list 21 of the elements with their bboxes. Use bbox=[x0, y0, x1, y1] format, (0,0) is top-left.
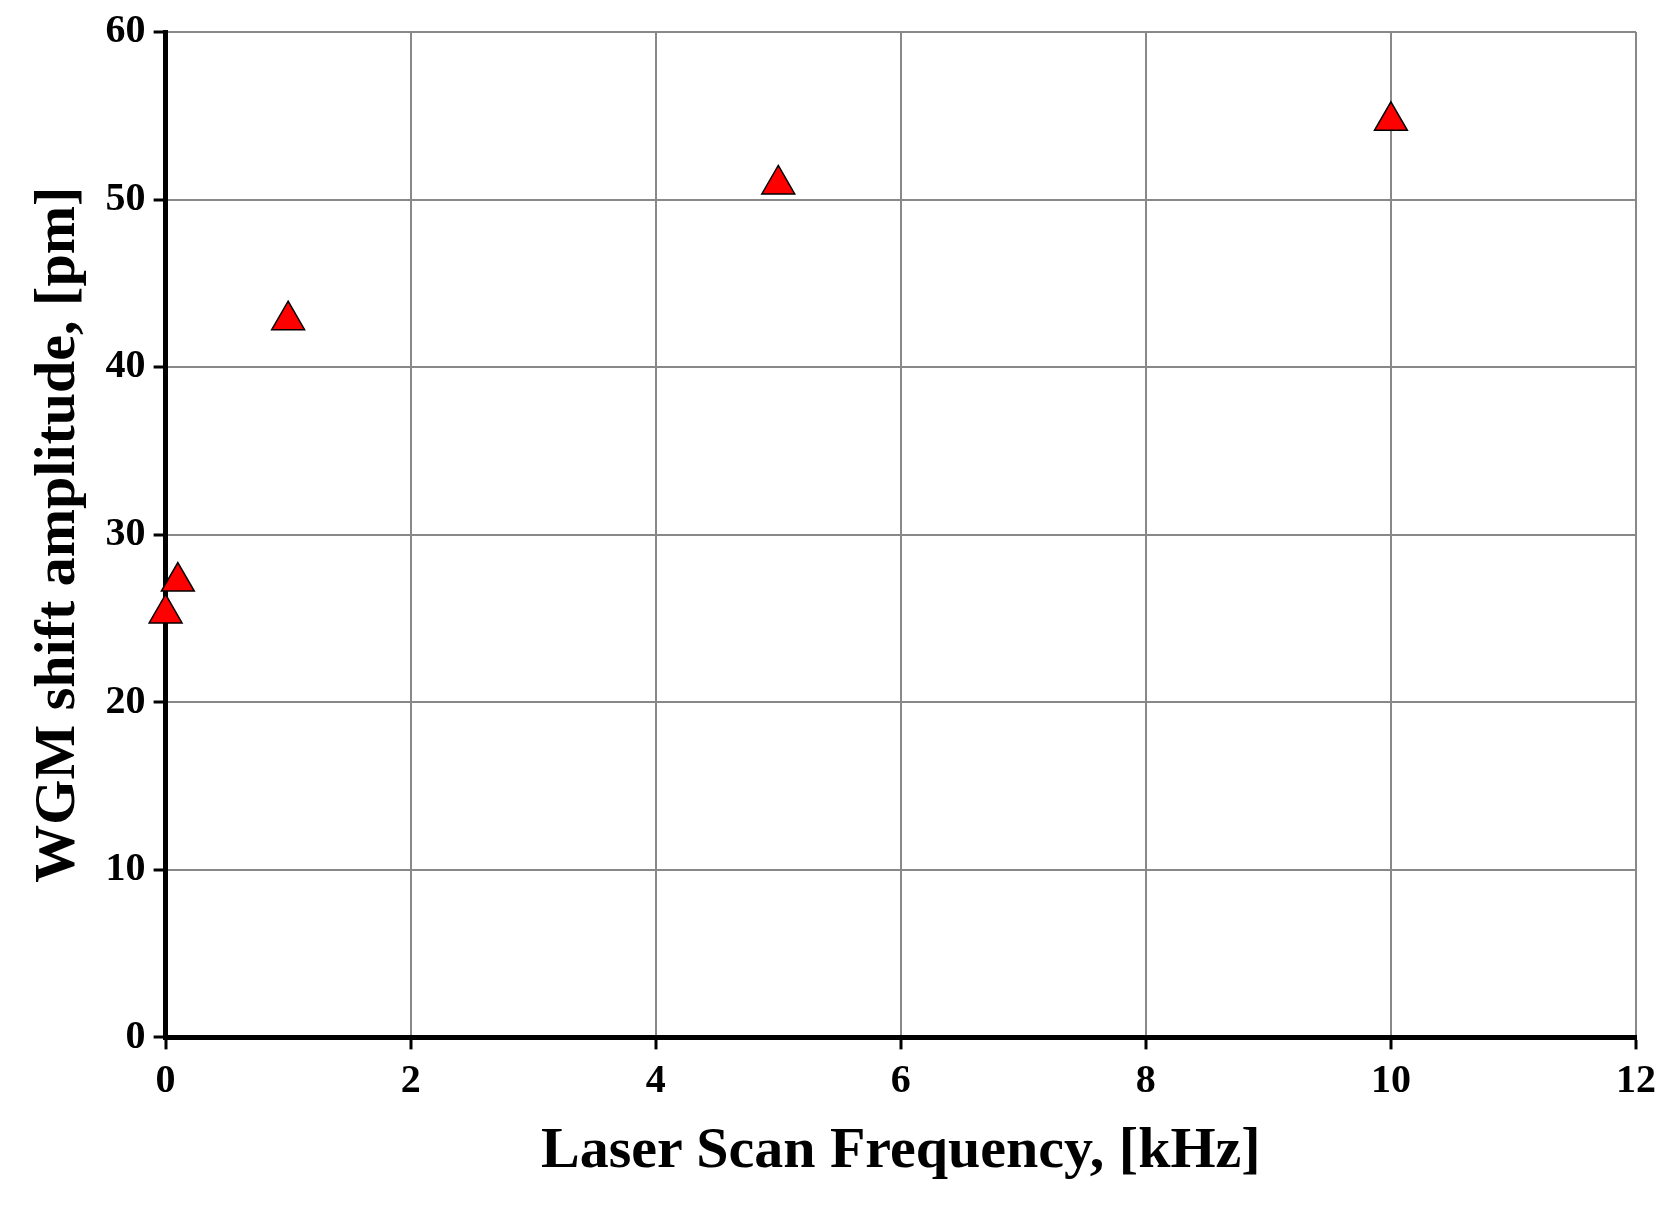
point bbox=[148, 593, 183, 624]
x-tick-label: 0 bbox=[155, 1055, 176, 1101]
x-axis-title: Laser Scan Frequency, [kHz] bbox=[540, 1115, 1261, 1181]
y-tick-label: 60 bbox=[105, 6, 146, 52]
point bbox=[270, 300, 306, 331]
x-tick-label: 10 bbox=[1370, 1055, 1411, 1101]
x-tick-label: 2 bbox=[400, 1055, 421, 1101]
y-tick-label: 10 bbox=[105, 844, 146, 890]
point bbox=[160, 561, 196, 592]
y-tick-label: 30 bbox=[105, 509, 146, 555]
y-axis-title: WGM shift amplitude, [pm] bbox=[21, 186, 87, 883]
x-tick-label: 4 bbox=[645, 1055, 666, 1101]
point bbox=[761, 164, 796, 195]
x-tick-label: 8 bbox=[1135, 1055, 1156, 1101]
x-tick-label: 6 bbox=[890, 1055, 911, 1101]
point bbox=[1373, 101, 1409, 132]
y-tick-label: 20 bbox=[105, 676, 146, 722]
y-tick-label: 0 bbox=[125, 1011, 146, 1057]
y-tick-label: 40 bbox=[105, 341, 146, 387]
x-tick-label: 12 bbox=[1616, 1055, 1656, 1101]
y-tick-label: 50 bbox=[105, 173, 146, 219]
